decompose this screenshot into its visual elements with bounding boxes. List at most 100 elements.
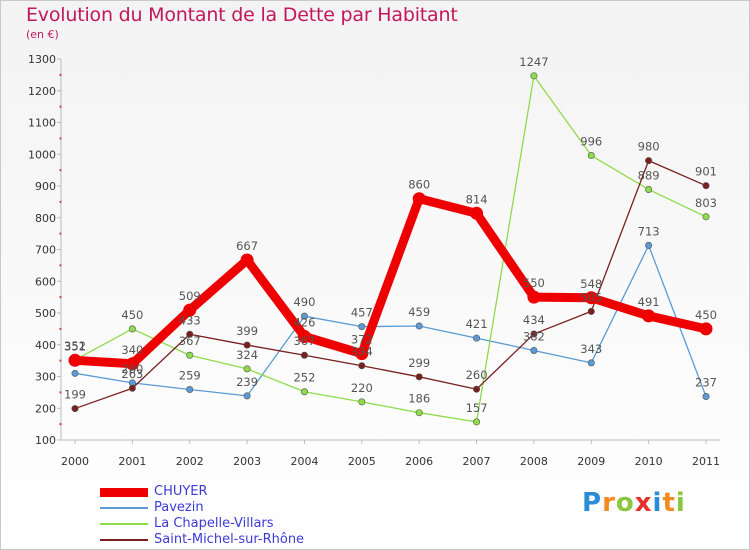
data-label: 901 [695, 165, 717, 179]
data-point [702, 213, 710, 221]
data-label: 434 [523, 313, 545, 327]
y-minor-tick [59, 296, 62, 299]
logo-letter: P [582, 488, 603, 518]
x-tick-label: 2002 [176, 455, 204, 468]
data-label: 450 [695, 308, 717, 322]
y-tick-label: 400 [35, 339, 56, 352]
data-label: 367 [293, 334, 315, 348]
data-label: 803 [695, 196, 717, 210]
y-tick-label: 200 [35, 402, 56, 415]
data-point [587, 307, 595, 315]
x-tick-label: 2004 [290, 455, 318, 468]
legend-label: CHUYER [154, 484, 208, 499]
data-point [415, 373, 423, 381]
y-minor-tick [59, 105, 62, 108]
data-point [415, 322, 423, 330]
legend-label: Saint-Michel-sur-Rhône [154, 532, 305, 547]
data-point [530, 72, 538, 80]
data-point [530, 330, 538, 338]
data-point [300, 388, 308, 396]
data-point [358, 398, 366, 406]
data-point [243, 392, 251, 400]
logo-letter: i [675, 488, 686, 518]
x-tick-label: 2007 [463, 455, 491, 468]
series-line-0 [70, 194, 711, 369]
data-label: 334 [351, 345, 373, 359]
data-point [473, 334, 481, 342]
data-point [300, 351, 308, 359]
data-point [702, 182, 710, 190]
data-point [297, 329, 311, 343]
data-point [183, 303, 197, 317]
logo-letter: x [634, 488, 653, 518]
data-label: 372 [351, 333, 373, 347]
data-point [125, 357, 139, 371]
y-tick-label: 1100 [28, 117, 56, 130]
data-label: 889 [638, 168, 660, 182]
y-tick-label: 700 [35, 244, 56, 257]
series-line-1 [74, 244, 707, 398]
data-point [71, 369, 79, 377]
data-label: 186 [408, 392, 430, 406]
data-point [473, 418, 481, 426]
y-minor-tick [59, 359, 62, 362]
data-point [642, 309, 656, 323]
data-point [470, 206, 484, 220]
y-minor-tick [59, 391, 62, 394]
data-label: 426 [293, 315, 315, 329]
series-line-3 [74, 159, 707, 410]
x-tick-label: 2011 [692, 455, 720, 468]
legend-label: Pavezin [154, 500, 204, 515]
data-point [128, 325, 136, 333]
chart-subtitle: (en €) [26, 28, 59, 41]
x-tick-label: 2003 [233, 455, 261, 468]
data-point [186, 330, 194, 338]
data-label: 505 [580, 290, 602, 304]
data-label: 252 [293, 371, 315, 385]
y-minor-tick [59, 73, 62, 76]
data-label: 814 [466, 192, 488, 206]
y-minor-tick [59, 327, 62, 330]
data-point [243, 365, 251, 373]
data-point [530, 346, 538, 354]
x-tick-label: 2008 [520, 455, 548, 468]
data-label: 459 [408, 305, 430, 319]
data-point [186, 351, 194, 359]
legend-swatch [100, 488, 148, 497]
data-label: 399 [236, 324, 258, 338]
x-tick-label: 2009 [577, 455, 605, 468]
x-tick-label: 2005 [348, 455, 376, 468]
logo-letter: t [662, 488, 676, 518]
series-line-2 [74, 75, 707, 423]
y-minor-tick [59, 264, 62, 267]
y-minor-tick [59, 137, 62, 140]
data-label: 457 [351, 306, 373, 320]
y-tick-label: 300 [35, 371, 56, 384]
data-point [71, 405, 79, 413]
data-label: 491 [638, 295, 660, 309]
data-label: 367 [179, 334, 201, 348]
y-tick-label: 1200 [28, 85, 56, 98]
y-minor-tick [59, 200, 62, 203]
data-label: 340 [121, 343, 143, 357]
data-label: 199 [64, 388, 86, 402]
data-label: 433 [179, 313, 201, 327]
y-tick-label: 600 [35, 275, 56, 288]
data-point [243, 341, 251, 349]
data-label: 1247 [519, 55, 548, 69]
data-point [645, 241, 653, 249]
legend-label: La Chapelle-Villars [154, 516, 274, 531]
data-label: 667 [236, 239, 258, 253]
data-label: 382 [523, 329, 545, 343]
y-minor-tick [59, 232, 62, 235]
y-tick-label: 1300 [28, 53, 56, 66]
data-label: 263 [121, 367, 143, 381]
chart-title: Evolution du Montant de la Dette par Hab… [26, 4, 458, 26]
y-tick-label: 900 [35, 180, 56, 193]
data-label: 450 [121, 308, 143, 322]
data-label: 713 [638, 224, 660, 238]
x-tick-label: 2006 [405, 455, 433, 468]
x-tick-label: 2001 [118, 455, 146, 468]
